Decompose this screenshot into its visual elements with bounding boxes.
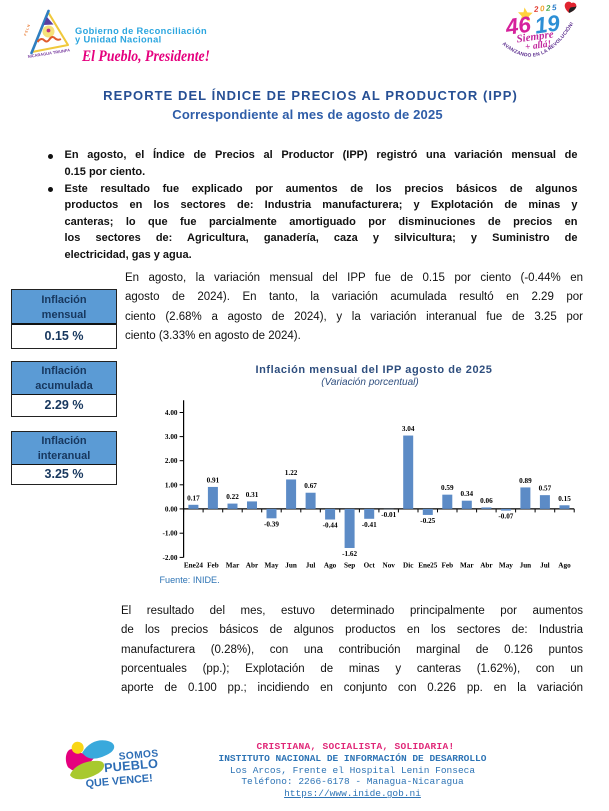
svg-text:Gobierno de Reconciliación: Gobierno de Reconciliación — [75, 26, 207, 36]
svg-text:46: 46 — [503, 12, 533, 40]
svg-text:0.67: 0.67 — [304, 482, 317, 490]
svg-text:-0.44: -0.44 — [323, 522, 338, 530]
svg-text:Inflación mensual del IPP agos: Inflación mensual del IPP agosto de 2025 — [256, 364, 493, 376]
svg-text:-0.39: -0.39 — [264, 520, 279, 528]
svg-text:Abr: Abr — [246, 562, 259, 570]
svg-text:0.22: 0.22 — [226, 493, 239, 501]
svg-text:Oct: Oct — [364, 562, 376, 570]
svg-text:Sep: Sep — [344, 562, 355, 570]
svg-text:QUE VENCE!: QUE VENCE! — [85, 772, 153, 790]
svg-text:1.22: 1.22 — [285, 469, 298, 477]
svg-text:SOMOS: SOMOS — [118, 748, 159, 762]
svg-text:-1.00: -1.00 — [163, 530, 178, 538]
svg-text:0: 0 — [540, 4, 546, 13]
svg-text:Mar: Mar — [460, 562, 474, 570]
svg-text:0.34: 0.34 — [461, 490, 474, 498]
svg-text:Abr: Abr — [480, 562, 493, 570]
svg-text:-0.41: -0.41 — [362, 521, 377, 529]
svg-text:0.31: 0.31 — [246, 491, 259, 499]
svg-text:2.00: 2.00 — [165, 457, 178, 465]
svg-text:Jun: Jun — [520, 562, 532, 570]
svg-text:2: 2 — [533, 5, 540, 14]
svg-text:3.00: 3.00 — [165, 433, 178, 441]
svg-text:May: May — [499, 562, 513, 570]
svg-text:-2.00: -2.00 — [163, 554, 178, 562]
svg-text:Mar: Mar — [226, 562, 240, 570]
svg-text:Ago: Ago — [324, 562, 337, 570]
svg-text:Jul: Jul — [306, 562, 316, 570]
svg-text:Jun: Jun — [285, 562, 297, 570]
svg-text:0.15: 0.15 — [558, 495, 571, 503]
svg-text:0.91: 0.91 — [207, 476, 220, 484]
svg-text:0.57: 0.57 — [539, 485, 552, 493]
svg-text:Fuente: INIDE.: Fuente: INIDE. — [160, 575, 220, 585]
svg-text:0.06: 0.06 — [480, 497, 493, 505]
svg-text:(Variación porcentual): (Variación porcentual) — [321, 377, 418, 388]
svg-text:3.04: 3.04 — [402, 425, 415, 433]
svg-text:-0.07: -0.07 — [498, 513, 513, 521]
svg-text:Siempre: Siempre — [516, 28, 555, 45]
svg-text:Jul: Jul — [540, 562, 550, 570]
svg-text:0.17: 0.17 — [187, 494, 200, 502]
svg-text:0.59: 0.59 — [441, 484, 454, 492]
svg-text:-0.01: -0.01 — [381, 511, 396, 519]
svg-text:5: 5 — [552, 3, 558, 12]
svg-text:4.00: 4.00 — [165, 409, 178, 417]
svg-text:-1.62: -1.62 — [342, 550, 357, 558]
svg-text:0.89: 0.89 — [519, 477, 532, 485]
svg-text:-0.25: -0.25 — [420, 517, 435, 525]
svg-text:NICARAGUA TRIUNFA: NICARAGUA TRIUNFA — [27, 47, 70, 59]
svg-text:Ago: Ago — [558, 562, 571, 570]
svg-text:F S L N: F S L N — [23, 24, 31, 37]
svg-text:y Unidad Nacional: y Unidad Nacional — [75, 35, 162, 45]
svg-text:2: 2 — [545, 3, 552, 12]
svg-text:Feb: Feb — [207, 562, 219, 570]
svg-text:1.00: 1.00 — [165, 481, 178, 489]
svg-text:El Pueblo, Presidente!: El Pueblo, Presidente! — [81, 48, 210, 65]
svg-text:Ene25: Ene25 — [418, 562, 438, 570]
svg-text:Dic: Dic — [403, 562, 414, 570]
svg-text:PUEBLO: PUEBLO — [104, 757, 159, 776]
svg-text:19: 19 — [533, 10, 562, 38]
svg-text:May: May — [265, 562, 279, 570]
svg-text:+ allá!: + allá! — [525, 39, 553, 53]
svg-text:0.00: 0.00 — [165, 505, 178, 513]
svg-text:Feb: Feb — [442, 562, 454, 570]
svg-text:Nov: Nov — [383, 562, 396, 570]
svg-text:Ene24: Ene24 — [184, 562, 204, 570]
